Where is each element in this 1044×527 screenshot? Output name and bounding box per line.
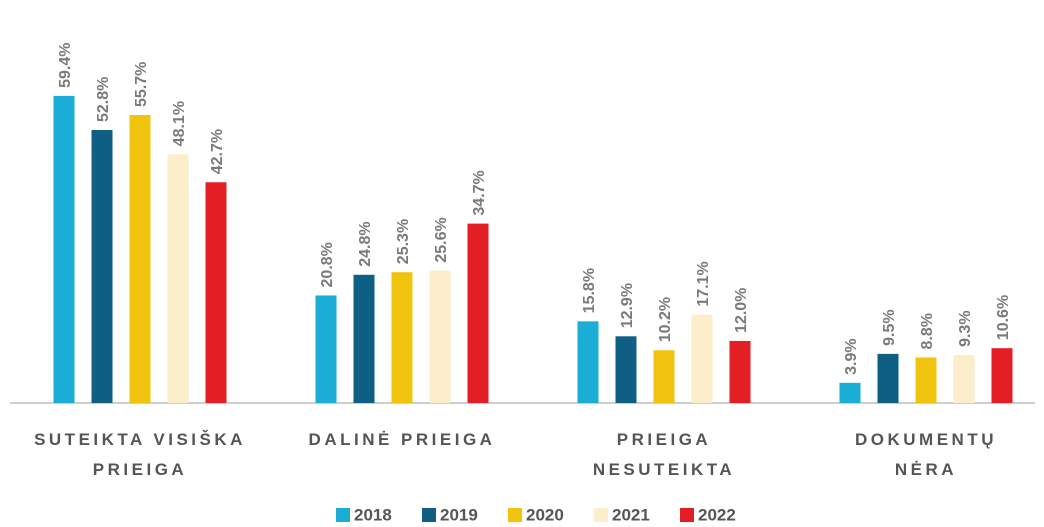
bar <box>877 353 899 403</box>
legend-swatch <box>594 508 608 522</box>
value-label: 17.1% <box>695 261 712 306</box>
bar <box>391 272 413 403</box>
bar <box>429 270 451 403</box>
legend-label: 2019 <box>440 505 478 524</box>
value-label: 55.7% <box>133 62 150 107</box>
x-tick-label: SUTEIKTA VISIŠKA PRIEIGA <box>34 430 246 479</box>
value-label: 8.8% <box>919 313 936 349</box>
value-label: 10.6% <box>995 295 1012 340</box>
bar <box>129 115 151 403</box>
legend-swatch <box>508 508 522 522</box>
value-label: 12.9% <box>619 283 636 328</box>
value-label: 52.8% <box>95 77 112 122</box>
x-tick-label: DALINĖ PRIEIGA <box>308 430 496 449</box>
x-tick-label: DOKUMENTŲ NĖRA <box>855 430 997 479</box>
bar <box>467 223 489 403</box>
value-label: 25.6% <box>433 217 450 262</box>
legend-swatch <box>680 508 694 522</box>
value-label: 20.8% <box>319 242 336 287</box>
bar <box>953 354 975 403</box>
bar <box>167 154 189 403</box>
bar <box>729 340 751 403</box>
bar <box>53 95 75 403</box>
value-label: 15.8% <box>581 268 598 313</box>
value-label: 24.8% <box>357 221 374 266</box>
bar <box>615 336 637 403</box>
bar <box>991 348 1013 403</box>
value-label: 3.9% <box>843 338 860 374</box>
value-label: 59.4% <box>57 43 74 88</box>
bar <box>205 182 227 403</box>
legend-label: 2020 <box>526 505 564 524</box>
legend-swatch <box>336 508 350 522</box>
bar <box>839 382 861 403</box>
legend-swatch <box>422 508 436 522</box>
value-label: 42.7% <box>209 129 226 174</box>
legend-label: 2022 <box>698 505 736 524</box>
bar <box>315 295 337 403</box>
bar <box>577 321 599 403</box>
value-label: 25.3% <box>395 219 412 264</box>
value-label: 48.1% <box>171 101 188 146</box>
legend-label: 2021 <box>612 505 650 524</box>
value-label: 9.3% <box>957 310 974 346</box>
value-label: 9.5% <box>881 309 898 345</box>
value-label: 10.2% <box>657 297 674 342</box>
bar <box>353 274 375 403</box>
bar <box>915 357 937 403</box>
x-tick-label: PRIEIGA NESUTEIKTA <box>592 430 736 479</box>
value-label: 34.7% <box>471 170 488 215</box>
legend-label: 2018 <box>354 505 392 524</box>
value-label: 12.0% <box>733 288 750 333</box>
bar <box>91 130 113 404</box>
bar <box>691 314 713 403</box>
bar <box>653 350 675 403</box>
